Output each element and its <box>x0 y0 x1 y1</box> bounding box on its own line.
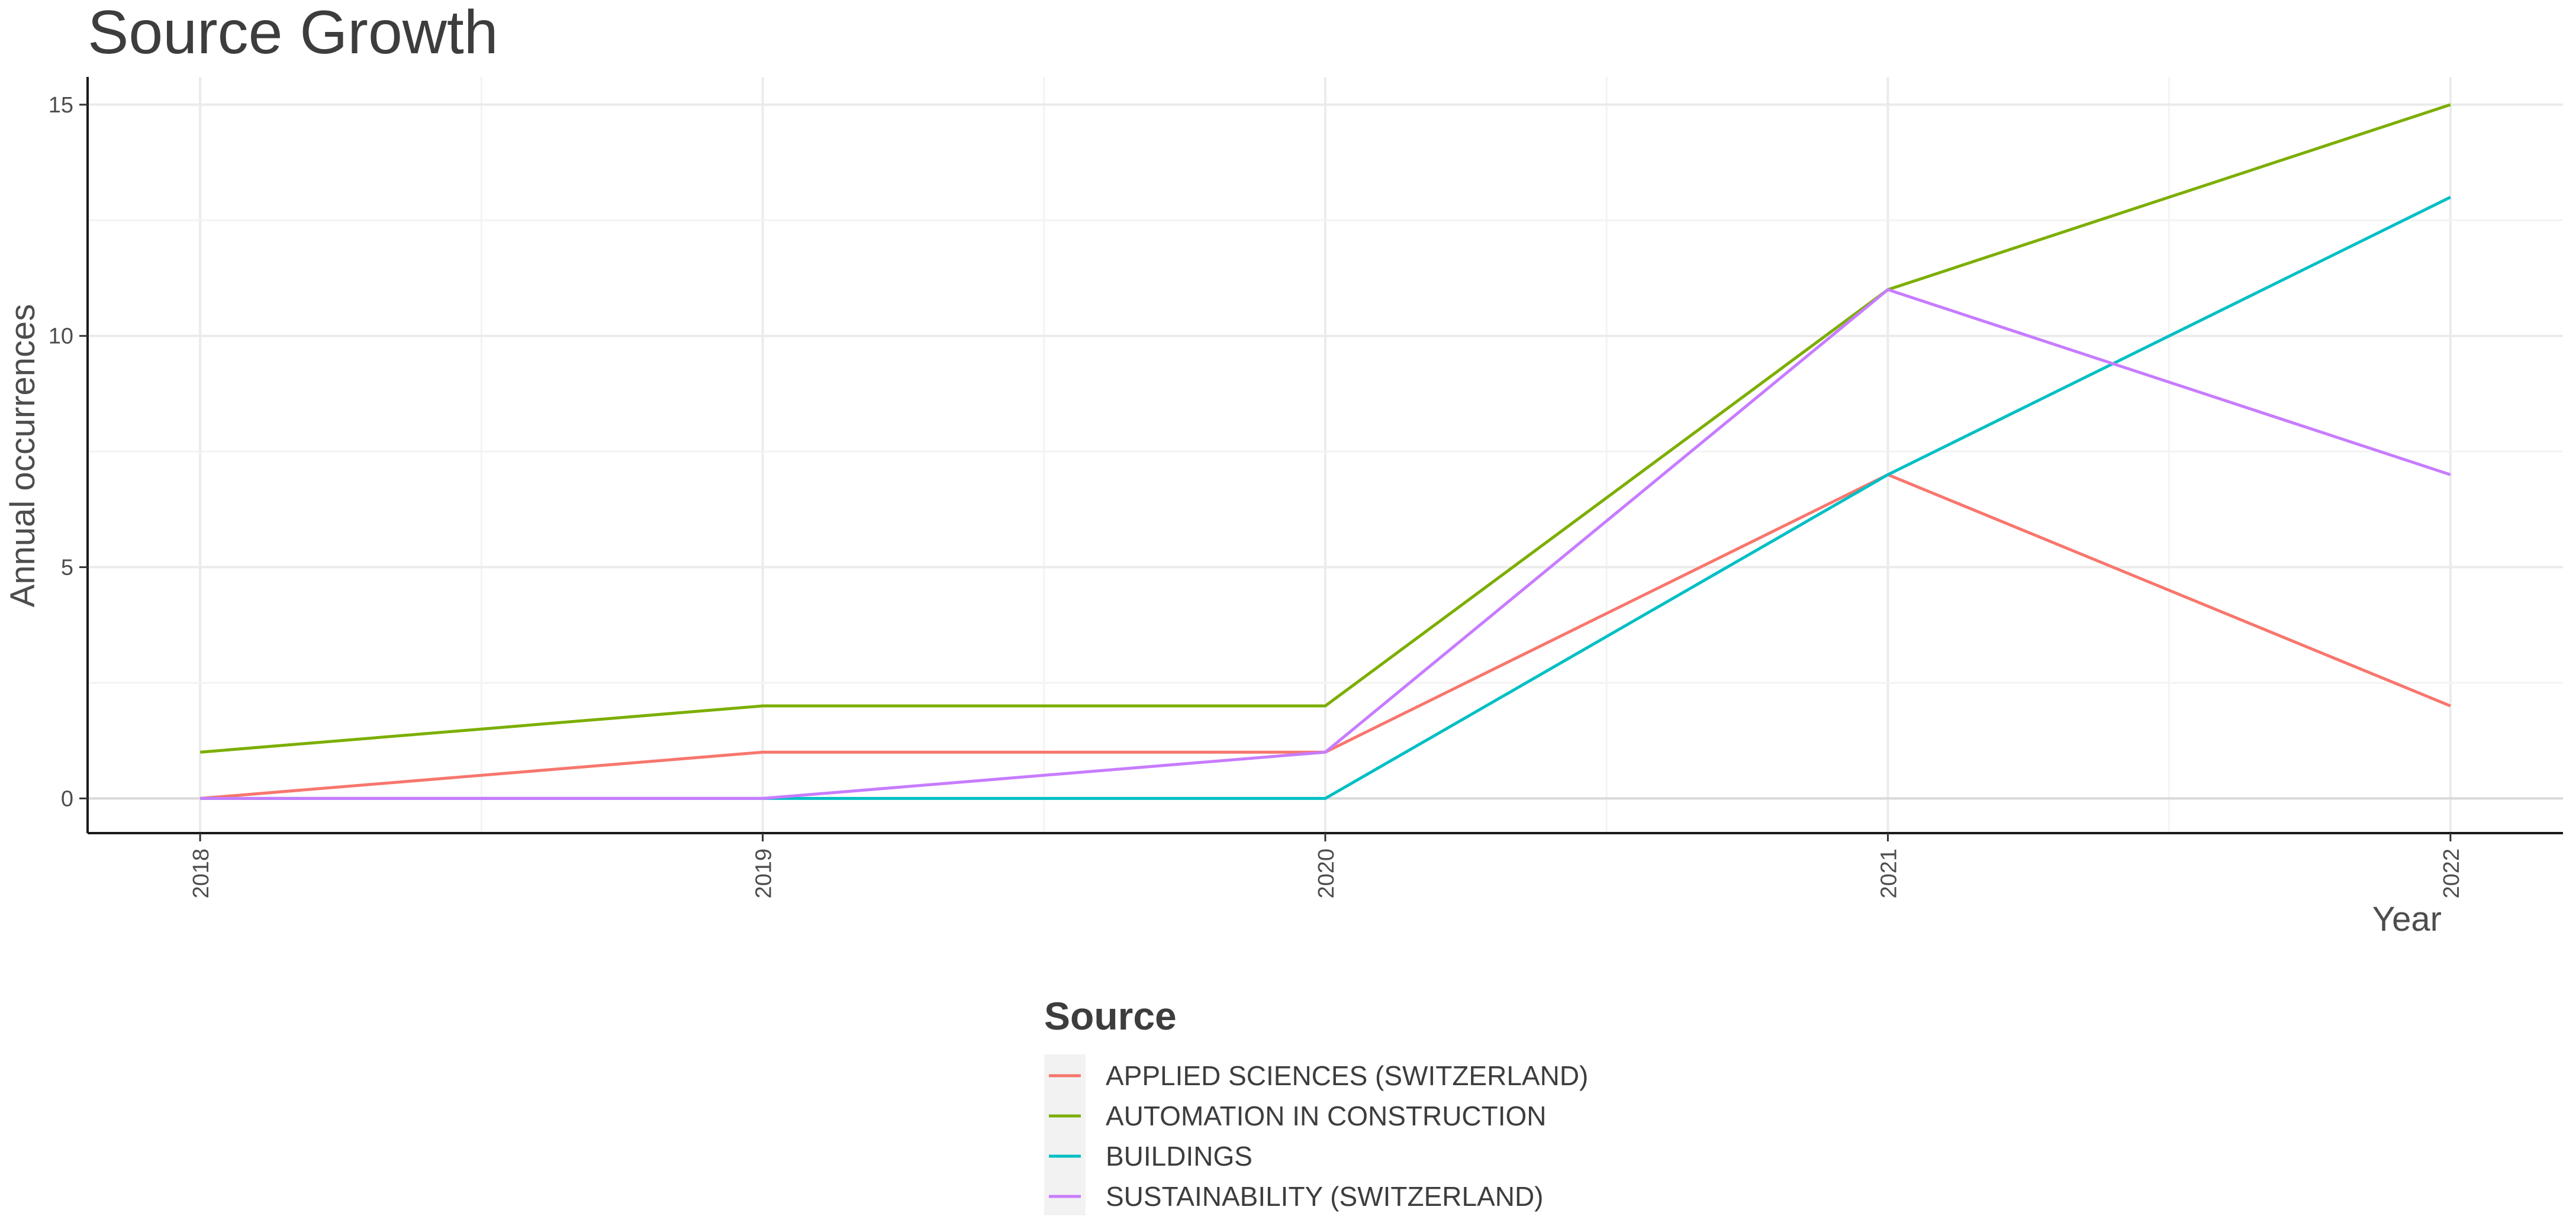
x-tick-label: 2021 <box>1876 848 1901 899</box>
legend-title: Source <box>1044 994 1177 1038</box>
legend-item: SUSTAINABILITY (SWITZERLAND) <box>1049 1181 1544 1212</box>
series-line <box>199 103 2451 754</box>
legend-item: AUTOMATION IN CONSTRUCTION <box>1049 1101 1547 1131</box>
x-tick-label: 2018 <box>189 848 214 899</box>
x-tick-label: 2020 <box>1314 848 1339 899</box>
y-tick-label: 5 <box>61 556 73 580</box>
x-tick-label: 2019 <box>752 848 777 899</box>
legend-label: APPLIED SCIENCES (SWITZERLAND) <box>1106 1060 1588 1091</box>
y-tick-label: 15 <box>49 93 73 118</box>
chart-title: Source Growth <box>88 0 498 67</box>
legend-label: SUSTAINABILITY (SWITZERLAND) <box>1106 1181 1544 1212</box>
legend-item: BUILDINGS <box>1049 1141 1252 1172</box>
x-axis-title: Year <box>2372 900 2442 938</box>
legend-key-background <box>1044 1054 1086 1215</box>
y-tick-label: 0 <box>61 786 73 811</box>
series-line <box>200 288 2451 800</box>
grid <box>88 77 2563 833</box>
y-axis-ticks: 0 5 10 15 <box>49 93 88 811</box>
y-tick-label: 10 <box>49 324 73 349</box>
x-axis-ticks: 2018 2019 2020 2021 2022 <box>189 833 2464 899</box>
legend-label: BUILDINGS <box>1106 1141 1252 1172</box>
legend-item: APPLIED SCIENCES (SWITZERLAND) <box>1049 1060 1588 1091</box>
y-axis-title: Annual occurrences <box>4 304 42 608</box>
legend-label: AUTOMATION IN CONSTRUCTION <box>1106 1101 1547 1131</box>
series-lines <box>199 103 2452 800</box>
legend: Source APPLIED SCIENCES (SWITZERLAND) AUT… <box>1044 994 1588 1215</box>
x-tick-label: 2022 <box>2439 848 2464 899</box>
